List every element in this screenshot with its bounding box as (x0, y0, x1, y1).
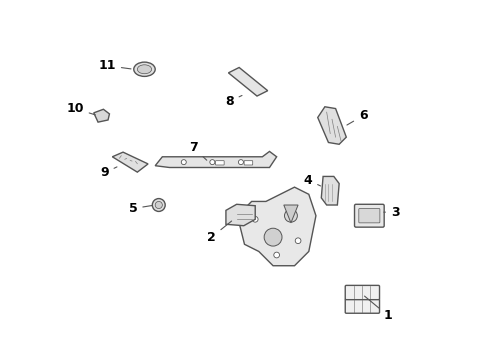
FancyBboxPatch shape (215, 161, 224, 165)
Circle shape (295, 238, 300, 244)
Circle shape (238, 159, 243, 165)
Text: 1: 1 (364, 296, 392, 322)
Text: 4: 4 (303, 174, 320, 186)
Polygon shape (237, 187, 315, 266)
Circle shape (273, 252, 279, 258)
Circle shape (209, 159, 214, 165)
Text: 2: 2 (207, 221, 231, 244)
Circle shape (181, 159, 186, 165)
Circle shape (252, 216, 258, 222)
Circle shape (155, 202, 162, 208)
Text: 9: 9 (100, 166, 117, 179)
Polygon shape (228, 67, 267, 96)
Ellipse shape (134, 62, 155, 76)
FancyBboxPatch shape (345, 299, 379, 313)
Text: 10: 10 (66, 102, 95, 115)
Text: 5: 5 (128, 202, 152, 215)
FancyBboxPatch shape (354, 204, 384, 227)
Text: 11: 11 (98, 59, 131, 72)
Polygon shape (155, 152, 276, 167)
Polygon shape (321, 176, 339, 205)
Ellipse shape (137, 65, 151, 74)
Circle shape (284, 209, 297, 222)
FancyBboxPatch shape (358, 208, 379, 223)
Text: 3: 3 (383, 206, 399, 219)
Text: 7: 7 (189, 141, 206, 160)
Polygon shape (225, 204, 255, 226)
FancyBboxPatch shape (345, 285, 379, 300)
Text: 8: 8 (224, 95, 242, 108)
Circle shape (264, 228, 282, 246)
Polygon shape (112, 152, 148, 172)
Polygon shape (317, 107, 346, 144)
Polygon shape (94, 109, 109, 122)
FancyBboxPatch shape (244, 161, 252, 165)
Circle shape (152, 199, 165, 211)
Text: 6: 6 (346, 109, 366, 125)
Polygon shape (283, 205, 298, 223)
